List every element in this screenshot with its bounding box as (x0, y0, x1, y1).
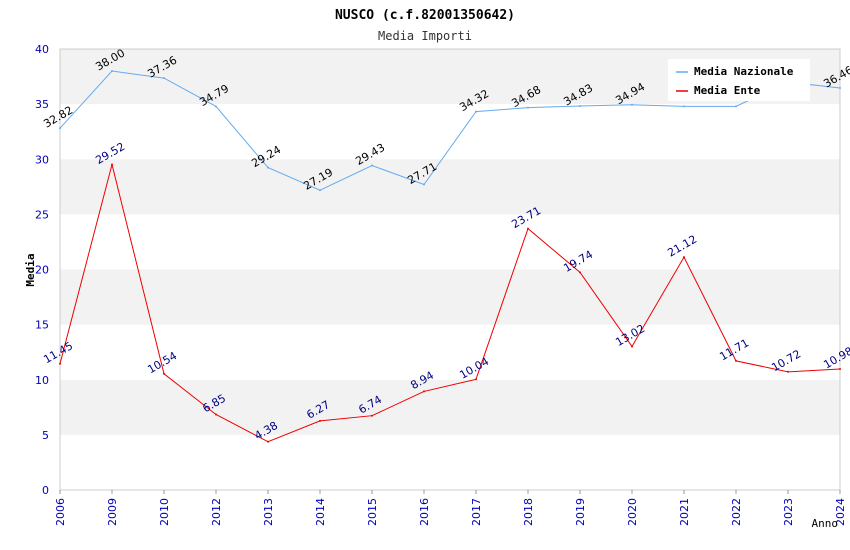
grid-band (60, 104, 840, 160)
legend-label-ente: Media Ente (694, 84, 761, 97)
y-tick-label: 30 (35, 153, 49, 166)
data-point (59, 127, 61, 130)
chart-title: NUSCO (c.f.82001350642) (335, 8, 515, 23)
x-tick-label: 2017 (470, 498, 483, 526)
plot-frame (59, 48, 841, 491)
y-tick-label: 35 (35, 98, 49, 111)
data-point (631, 345, 633, 348)
data-point (215, 105, 217, 108)
y-tick-label: 40 (35, 43, 49, 56)
x-tick-label: 2012 (210, 498, 223, 526)
data-point (319, 419, 321, 422)
data-point (527, 106, 529, 109)
data-point (839, 87, 841, 90)
data-point (319, 189, 321, 192)
data-point (475, 378, 477, 381)
data-point (163, 77, 165, 80)
y-tick-label: 15 (35, 319, 49, 332)
data-point (59, 362, 61, 365)
legend-box (668, 59, 810, 101)
x-tick-label: 2023 (782, 498, 795, 526)
x-tick-label: 2022 (730, 498, 743, 526)
x-tick-label: 2021 (678, 498, 691, 526)
series-line (59, 164, 841, 443)
y-tick-label: 0 (42, 484, 49, 497)
y-tick-label: 20 (35, 264, 49, 277)
series-line (59, 70, 841, 191)
data-point (423, 390, 425, 393)
x-tick-label: 2015 (366, 498, 379, 526)
y-axis-ticks: 0 5 10 15 20 25 30 35 40 (35, 43, 49, 497)
y-tick-label: 25 (35, 208, 49, 221)
data-point (579, 271, 581, 274)
data-point (111, 163, 113, 166)
data-point (475, 110, 477, 113)
y-tick-label: 5 (42, 429, 49, 442)
x-axis-ticks: 2006 2009 2010 2012 2013 2014 2015 2016 2017 2018… (54, 490, 847, 526)
data-point (683, 105, 685, 108)
x-tick-label: 2014 (314, 498, 327, 526)
data-point (631, 103, 633, 106)
data-point (527, 227, 529, 230)
x-tick-label: 2019 (574, 498, 587, 526)
x-tick-label: 2018 (522, 498, 535, 526)
grid-band (60, 214, 840, 270)
grid-band (60, 379, 840, 435)
chart-subtitle: Media Importi (378, 29, 472, 43)
grid-bands (59, 48, 841, 491)
x-tick-label: 2024 (834, 498, 847, 526)
x-tick-label: 2010 (158, 498, 171, 526)
x-tick-label: 2006 (54, 498, 67, 526)
grid-band (60, 324, 840, 380)
data-point (735, 359, 737, 362)
x-tick-label: 2009 (106, 498, 119, 526)
data-point (423, 183, 425, 186)
data-point (163, 372, 165, 375)
data-point (839, 367, 841, 370)
legend: Media Nazionale Media Ente (668, 59, 810, 101)
data-point (267, 440, 269, 443)
y-axis-label: Media (24, 253, 37, 286)
data-point (111, 70, 113, 73)
grid-band (60, 159, 840, 215)
data-point (371, 414, 373, 417)
y-tick-label: 10 (35, 374, 49, 387)
data-point (579, 104, 581, 107)
data-point (371, 164, 373, 167)
x-tick-label: 2013 (262, 498, 275, 526)
data-point (787, 370, 789, 373)
data-point (735, 105, 737, 108)
x-tick-label: 2020 (626, 498, 639, 526)
x-axis-label: Anno (812, 517, 839, 530)
grid-band (60, 269, 840, 325)
grid-band (60, 434, 840, 490)
legend-label-nazionale: Media Nazionale (694, 65, 794, 78)
x-tick-label: 2016 (418, 498, 431, 526)
data-point (215, 413, 217, 416)
data-point (267, 166, 269, 169)
data-point (683, 256, 685, 259)
